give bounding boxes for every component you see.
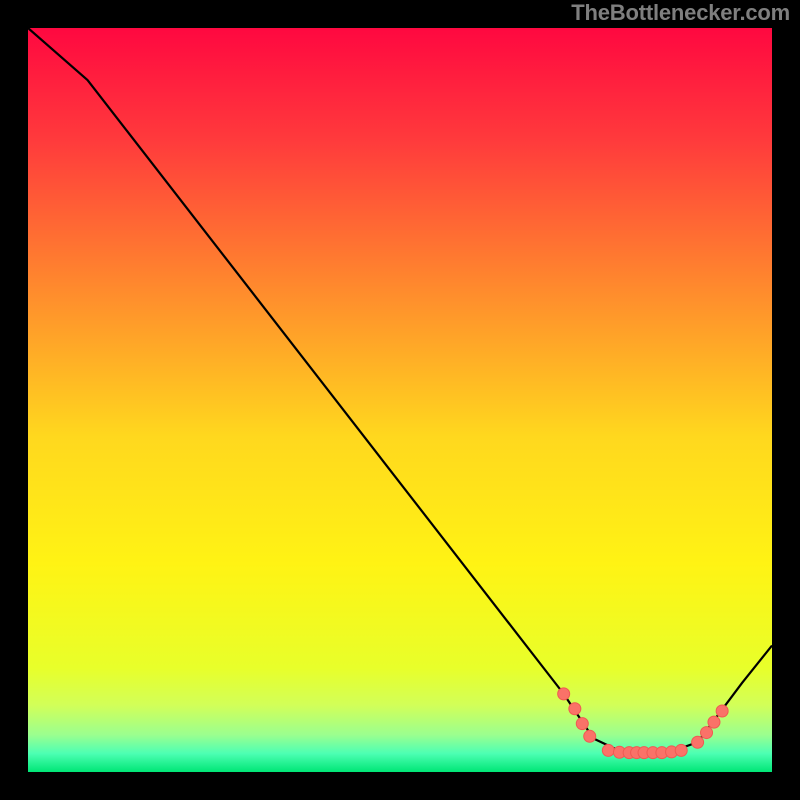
- watermark-text: TheBottlenecker.com: [571, 0, 790, 26]
- marker-point: [558, 688, 570, 700]
- marker-point: [692, 736, 704, 748]
- marker-point: [584, 730, 596, 742]
- marker-point: [716, 705, 728, 717]
- marker-point: [675, 744, 687, 756]
- marker-point: [576, 718, 588, 730]
- marker-point: [602, 744, 614, 756]
- chart-frame: TheBottlenecker.com: [0, 0, 800, 800]
- marker-point: [569, 703, 581, 715]
- plot-area: [28, 28, 772, 772]
- marker-point: [701, 727, 713, 739]
- marker-point: [708, 716, 720, 728]
- chart-svg: [28, 28, 772, 772]
- chart-background: [28, 28, 772, 772]
